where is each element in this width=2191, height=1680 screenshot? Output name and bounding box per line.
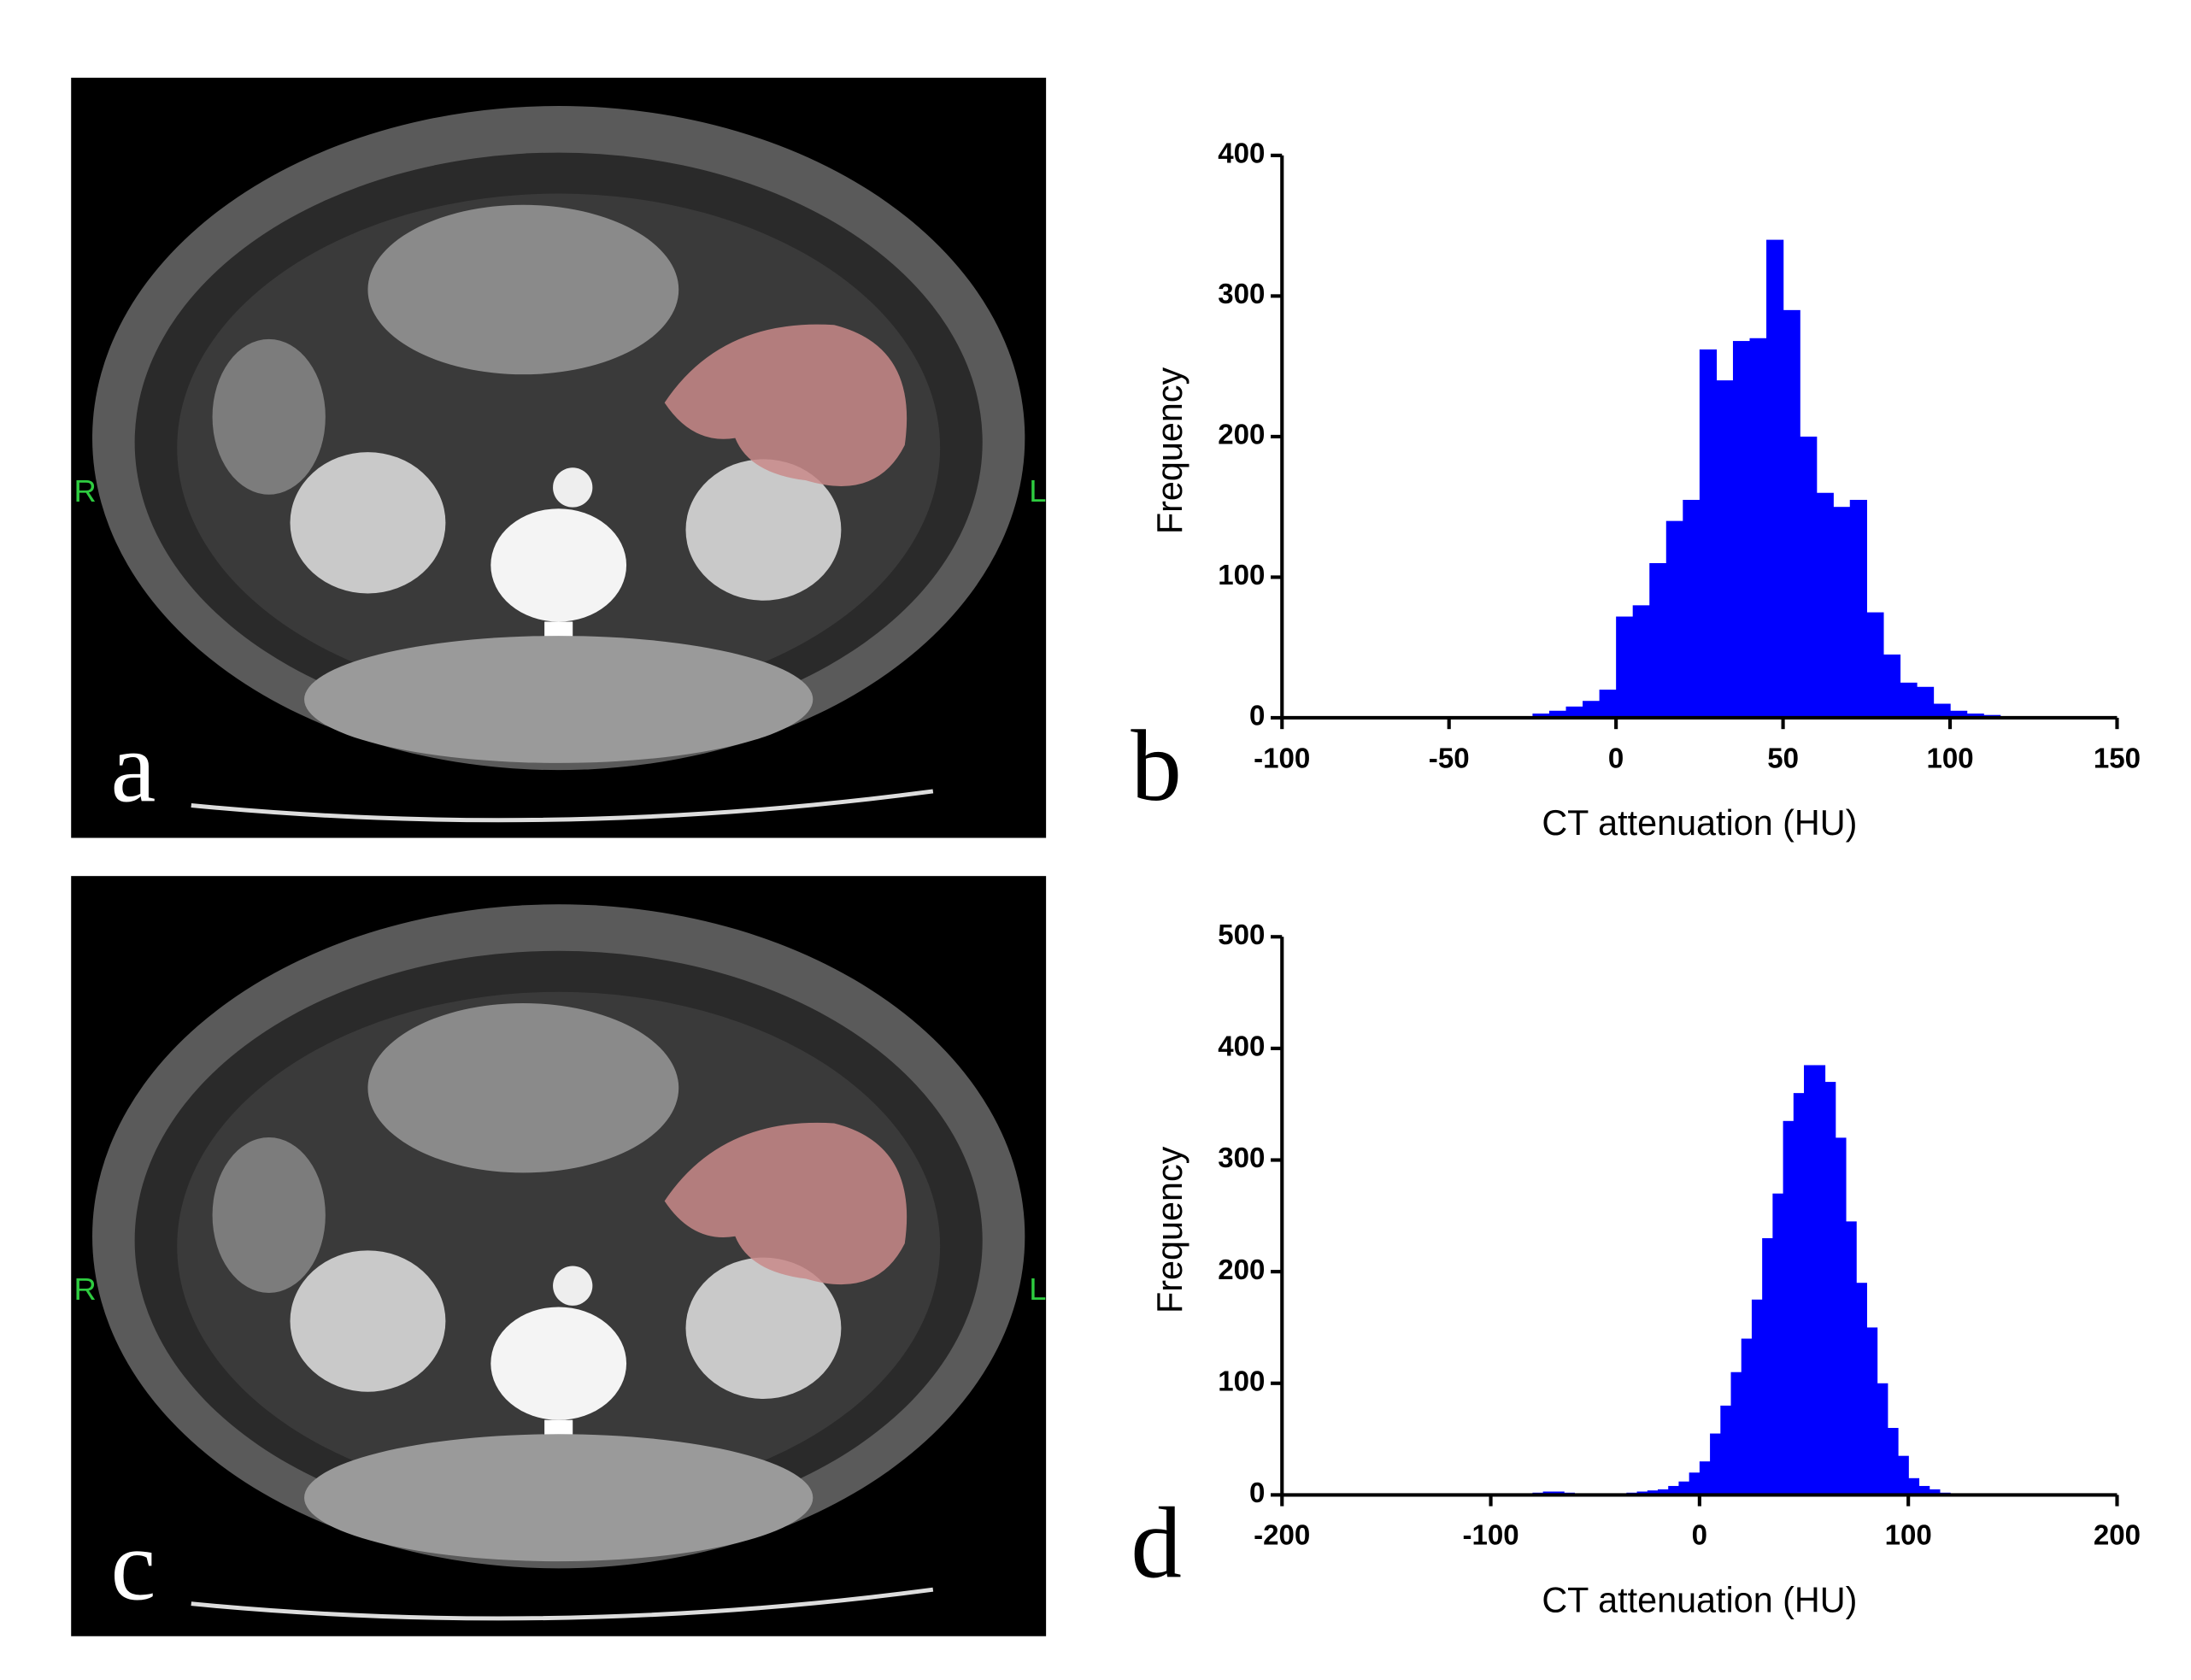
histogram-bar bbox=[1689, 1472, 1701, 1495]
histogram-bar bbox=[1678, 1481, 1690, 1495]
histogram-bar bbox=[1751, 1299, 1763, 1495]
histogram-bar bbox=[1933, 703, 1951, 718]
histogram-bar bbox=[1950, 710, 1968, 718]
histogram-bar bbox=[1866, 612, 1884, 718]
orientation-marker: L bbox=[1029, 473, 1046, 508]
orientation-marker: R bbox=[74, 473, 97, 508]
histogram-bar bbox=[1883, 654, 1901, 718]
x-tick-label: 100 bbox=[1926, 743, 1973, 774]
ct-image bbox=[71, 876, 1046, 1636]
x-tick-label: -50 bbox=[1429, 743, 1470, 774]
histogram-bar bbox=[1835, 1137, 1847, 1495]
histogram-bar bbox=[1966, 714, 1984, 718]
orientation-marker: L bbox=[1029, 1272, 1046, 1307]
histogram-bar bbox=[1849, 499, 1867, 718]
y-axis-label: Frequency bbox=[1150, 367, 1189, 535]
ct-image bbox=[71, 78, 1046, 838]
histogram-bar bbox=[1565, 706, 1583, 718]
histogram-bar bbox=[1583, 701, 1601, 718]
histogram-bar bbox=[1814, 1065, 1826, 1495]
histogram-bar bbox=[1532, 714, 1550, 718]
histogram-bar bbox=[1762, 1237, 1774, 1495]
y-tick-label: 0 bbox=[1249, 1477, 1265, 1509]
x-tick-label: -100 bbox=[1462, 1520, 1518, 1552]
panel-label: b bbox=[1131, 709, 1182, 822]
histogram-bar bbox=[1793, 1093, 1805, 1495]
y-tick-label: 200 bbox=[1218, 420, 1265, 451]
panel-label: d bbox=[1131, 1486, 1182, 1599]
histogram-bar bbox=[1783, 309, 1800, 718]
x-tick-label: -200 bbox=[1254, 1520, 1310, 1552]
histogram-bar bbox=[1720, 1405, 1732, 1495]
y-tick-label: 200 bbox=[1218, 1254, 1265, 1286]
histogram-bar bbox=[1710, 1433, 1721, 1495]
y-tick-label: 400 bbox=[1218, 1031, 1265, 1063]
histogram-bar bbox=[1845, 1221, 1857, 1495]
histogram-bar bbox=[1616, 616, 1634, 718]
histogram-bar bbox=[1800, 436, 1818, 718]
x-tick-label: 0 bbox=[1608, 743, 1624, 774]
histogram-bar bbox=[1749, 338, 1767, 718]
histogram-bar bbox=[1908, 1477, 1920, 1495]
y-tick-label: 100 bbox=[1218, 560, 1265, 591]
y-axis-label: Frequency bbox=[1150, 1146, 1189, 1313]
histogram-bar bbox=[1741, 1338, 1753, 1495]
x-tick-label: 0 bbox=[1692, 1520, 1707, 1552]
histogram-bar bbox=[1816, 492, 1834, 718]
histogram-bar bbox=[1887, 1428, 1899, 1495]
histogram-bar bbox=[1783, 1120, 1795, 1495]
panel-label: a bbox=[111, 711, 156, 824]
histogram-bar bbox=[1866, 1327, 1878, 1495]
histogram-bar bbox=[1649, 562, 1667, 718]
histogram-bar bbox=[1647, 1490, 1659, 1495]
panel-label: c bbox=[111, 1509, 156, 1622]
x-tick-label: 150 bbox=[2094, 743, 2141, 774]
histogram-bar bbox=[1833, 507, 1851, 718]
x-axis-label: CT attenuation (HU) bbox=[1542, 803, 1857, 843]
histogram-bar bbox=[1548, 710, 1567, 718]
y-tick-label: 300 bbox=[1218, 1143, 1265, 1174]
histogram-bar bbox=[1658, 1489, 1669, 1495]
histogram-bar bbox=[1929, 1489, 1941, 1495]
y-tick-label: 400 bbox=[1218, 138, 1265, 170]
histogram-bar bbox=[1918, 1485, 1930, 1495]
histogram-bar bbox=[1877, 1383, 1888, 1495]
histogram-bar bbox=[1916, 686, 1935, 718]
histogram-bar bbox=[1668, 1485, 1680, 1495]
histogram-bar bbox=[1766, 239, 1784, 718]
histogram-bar bbox=[1716, 380, 1734, 718]
histogram-bar bbox=[1824, 1082, 1836, 1495]
histogram-bar bbox=[1900, 682, 1918, 718]
x-tick-label: 200 bbox=[2094, 1520, 2141, 1552]
x-axis-label: CT attenuation (HU) bbox=[1542, 1581, 1857, 1620]
histogram-bar bbox=[1599, 690, 1617, 718]
y-tick-label: 300 bbox=[1218, 279, 1265, 310]
histogram-bar bbox=[1804, 1065, 1815, 1495]
histogram-bar bbox=[1732, 341, 1751, 718]
histogram-bar bbox=[1699, 349, 1718, 718]
ct-images bbox=[71, 78, 1046, 1636]
histogram-bar bbox=[1772, 1193, 1784, 1495]
orientation-marker: R bbox=[74, 1272, 97, 1307]
x-tick-label: 50 bbox=[1767, 743, 1799, 774]
histogram-bar bbox=[1632, 605, 1650, 718]
histogram-bar bbox=[1683, 499, 1701, 718]
histogram-bar bbox=[1699, 1461, 1711, 1495]
y-tick-label: 0 bbox=[1249, 701, 1265, 732]
x-tick-label: -100 bbox=[1254, 743, 1310, 774]
histogram-bar bbox=[1897, 1455, 1909, 1495]
histogram-bar bbox=[1665, 520, 1683, 718]
y-tick-label: 500 bbox=[1218, 919, 1265, 951]
histogram-bar bbox=[1730, 1372, 1742, 1495]
y-tick-label: 100 bbox=[1218, 1366, 1265, 1398]
histogram-bar bbox=[1856, 1283, 1867, 1495]
x-tick-label: 100 bbox=[1885, 1520, 1932, 1552]
